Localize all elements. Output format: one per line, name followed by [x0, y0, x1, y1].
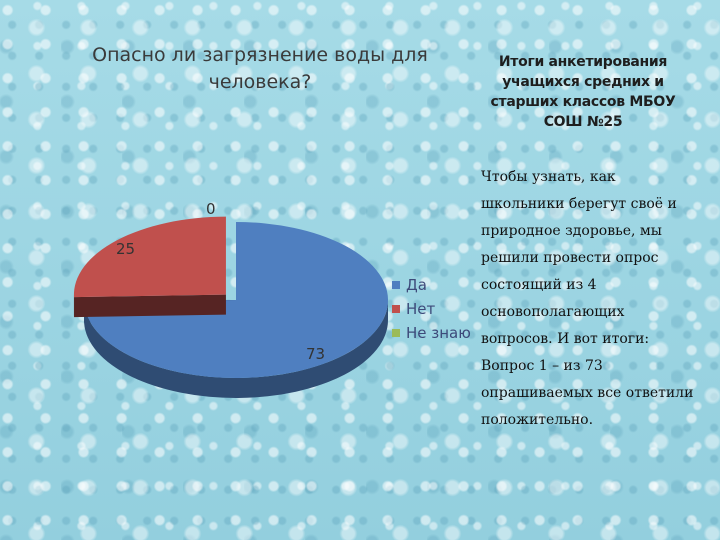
pie-slice-top-da [84, 222, 388, 379]
data-label-da: 73 [306, 345, 326, 363]
legend-item-net: Нет [392, 297, 471, 321]
legend-swatch-da [392, 281, 400, 289]
pie-slice-top-net [73, 216, 226, 298]
pie-chart [73, 216, 388, 398]
legend-label-da: Да [406, 276, 427, 294]
survey-title: Итоги анкетирования учащихся средних и с… [490, 54, 676, 130]
pie-slice-edge-net-0 [74, 294, 226, 318]
chart-legend: Да Нет Не знаю [392, 273, 471, 345]
legend-swatch-ne-znayu [392, 329, 400, 337]
pie-slice-net [73, 216, 226, 318]
legend-item-da: Да [392, 273, 471, 297]
legend-label-ne-znayu: Не знаю [406, 324, 471, 342]
data-label-ne-znayu: 0 [206, 200, 216, 218]
survey-body-text: Чтобы узнать, как школьники берегут своё… [481, 169, 694, 428]
legend-swatch-net [392, 305, 400, 313]
legend-item-ne-znayu: Не знаю [392, 321, 471, 345]
data-label-net: 25 [116, 240, 136, 258]
legend-label-net: Нет [406, 300, 436, 318]
pie-slice-side-da [84, 300, 388, 398]
chart-title: Опасно ли загрязнение воды для человека? [92, 44, 428, 93]
